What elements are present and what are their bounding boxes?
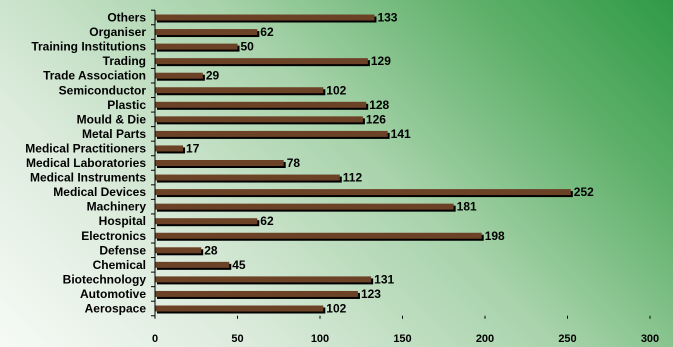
category-label: Semiconductor <box>59 83 147 97</box>
bar <box>155 116 363 123</box>
category-label: Electronics <box>81 229 146 243</box>
bar <box>155 305 324 312</box>
category-label: Medical Devices <box>53 185 146 199</box>
value-label: 62 <box>260 25 274 39</box>
bar <box>155 160 284 166</box>
bar <box>155 290 358 297</box>
category-label: Machinery <box>87 200 147 214</box>
category-label: Medical Practitioners <box>25 141 146 155</box>
value-label: 181 <box>457 200 477 214</box>
bar <box>155 101 367 108</box>
x-tick-label: 0 <box>152 333 158 345</box>
value-label: 17 <box>186 141 200 155</box>
category-label: Hospital <box>99 214 146 228</box>
bars-group <box>155 14 573 314</box>
bar <box>155 14 375 21</box>
value-label: 128 <box>369 98 389 112</box>
category-label: Trade Association <box>43 69 146 83</box>
value-label: 123 <box>361 287 381 301</box>
value-label: 252 <box>574 185 594 199</box>
category-label: Aerospace <box>85 302 147 316</box>
x-tick-label: 250 <box>558 333 576 345</box>
category-label: Automotive <box>80 287 146 301</box>
value-label: 141 <box>391 127 411 141</box>
category-label: Training Institutions <box>31 40 146 54</box>
category-label: Biotechnology <box>63 272 147 286</box>
x-tick-label: 100 <box>311 333 329 345</box>
x-axis: 0 50 100 150 200 250 300 <box>151 9 659 345</box>
category-label: Defense <box>99 243 146 257</box>
bar <box>155 58 368 65</box>
category-label: Medical Laboratories <box>26 156 146 170</box>
bar <box>155 29 258 36</box>
value-label: 78 <box>287 156 301 170</box>
bar <box>155 203 454 210</box>
x-tick-label: 200 <box>476 333 494 345</box>
category-label: Organiser <box>89 25 146 39</box>
bar <box>155 247 202 254</box>
value-label: 29 <box>206 69 220 83</box>
value-label: 129 <box>371 54 391 68</box>
value-label: 45 <box>232 258 246 272</box>
category-label: Mould & Die <box>77 112 147 126</box>
bar <box>155 145 184 152</box>
value-label: 133 <box>377 11 397 25</box>
value-label: 131 <box>374 272 394 286</box>
category-label: Medical Instruments <box>30 171 146 185</box>
bar <box>155 261 230 268</box>
x-tick-label: 300 <box>641 333 659 345</box>
bar <box>155 189 571 196</box>
category-label: Others <box>107 11 146 25</box>
category-label: Metal Parts <box>82 127 146 141</box>
bar <box>155 87 324 94</box>
value-label: 112 <box>343 171 363 185</box>
bar <box>155 72 203 79</box>
category-label: Plastic <box>107 98 146 112</box>
category-label: Chemical <box>93 258 146 272</box>
bar <box>155 174 340 181</box>
value-label: 102 <box>326 83 346 97</box>
category-label: Trading <box>103 54 146 68</box>
value-label: 62 <box>260 214 274 228</box>
value-label: 28 <box>204 243 218 257</box>
bar <box>155 43 238 50</box>
value-label: 50 <box>241 40 255 54</box>
x-tick-label: 50 <box>231 333 243 345</box>
value-label: 198 <box>485 229 505 243</box>
x-tick-label: 150 <box>393 333 411 345</box>
value-label: 102 <box>326 302 346 316</box>
bar <box>155 232 482 239</box>
bar <box>155 218 258 225</box>
value-label: 126 <box>366 112 386 126</box>
bar <box>155 276 372 283</box>
bar <box>155 130 388 137</box>
